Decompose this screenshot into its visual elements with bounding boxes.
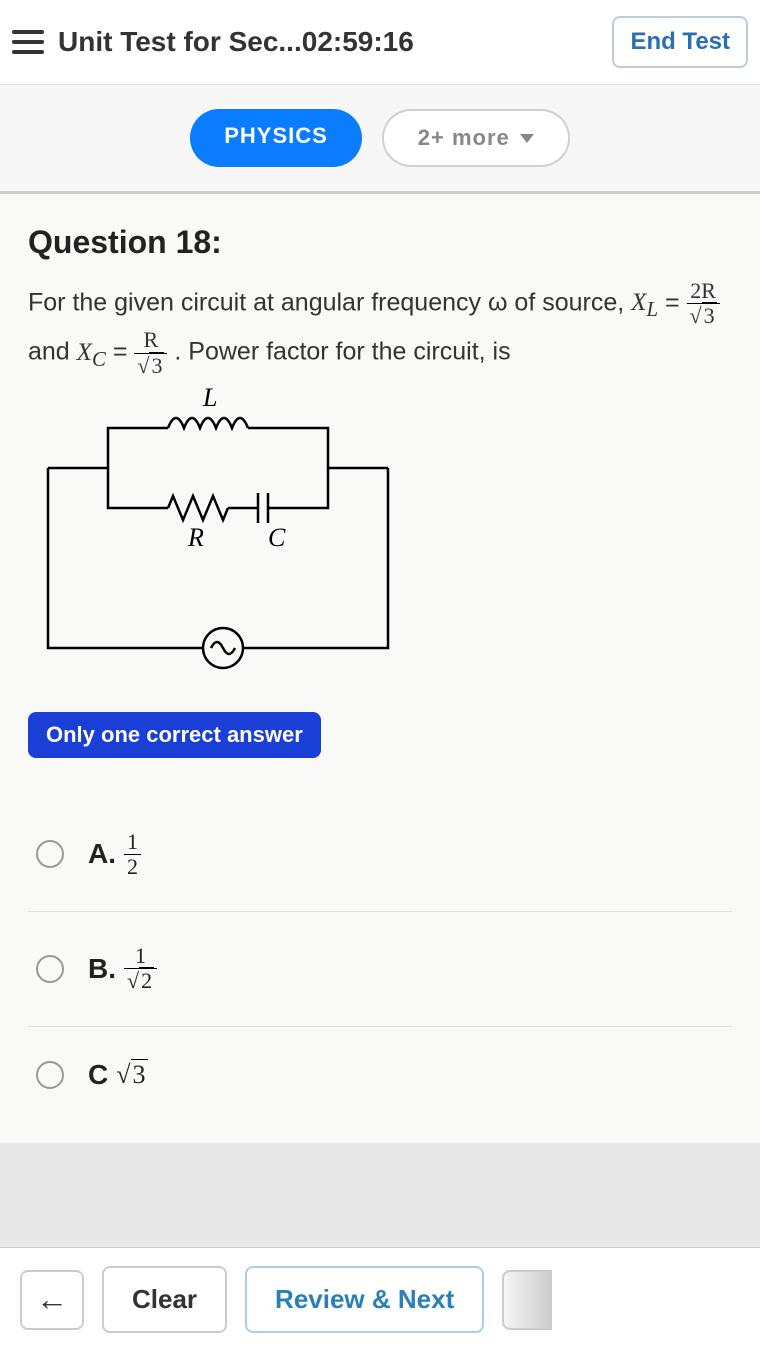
next-button-partial[interactable] xyxy=(502,1270,552,1330)
tab-physics[interactable]: PHYSICS xyxy=(190,109,362,167)
option-b[interactable]: B. 1 2 xyxy=(28,911,732,1025)
review-next-button[interactable]: Review & Next xyxy=(245,1266,484,1333)
header-title: Unit Test for Sec...02:59:16 xyxy=(58,26,612,58)
radio-a[interactable] xyxy=(36,840,64,868)
label-R: R xyxy=(187,523,204,552)
tab-more[interactable]: 2+ more xyxy=(382,109,570,167)
arrow-left-icon: ← xyxy=(36,1281,68,1318)
answer-type-badge-row: Only one correct answer xyxy=(28,712,732,758)
hamburger-icon[interactable] xyxy=(12,30,44,54)
radio-b[interactable] xyxy=(36,955,64,983)
option-a-letter: A. xyxy=(88,838,116,870)
option-b-letter: B. xyxy=(88,953,116,985)
label-L: L xyxy=(202,388,217,412)
tab-more-label: 2+ more xyxy=(418,125,510,151)
option-a[interactable]: A. 1 2 xyxy=(28,798,732,911)
end-test-button[interactable]: End Test xyxy=(612,16,748,68)
label-C: C xyxy=(268,523,286,552)
answer-type-badge: Only one correct answer xyxy=(28,712,321,758)
radio-c[interactable] xyxy=(36,1061,64,1089)
chevron-down-icon xyxy=(520,134,534,143)
app-header: Unit Test for Sec...02:59:16 End Test xyxy=(0,0,760,85)
question-content: Question 18: For the given circuit at an… xyxy=(0,194,760,1143)
circuit-diagram: L R C xyxy=(28,388,408,688)
option-c-letter: C xyxy=(88,1059,108,1091)
question-text: For the given circuit at angular frequen… xyxy=(28,279,732,378)
options-list: A. 1 2 B. 1 2 C 3 xyxy=(28,798,732,1143)
question-heading: Question 18: xyxy=(28,224,732,261)
clear-button[interactable]: Clear xyxy=(102,1266,227,1333)
subject-tabs: PHYSICS 2+ more xyxy=(0,85,760,194)
footer-bar: ← Clear Review & Next xyxy=(0,1247,760,1351)
option-c[interactable]: C 3 xyxy=(28,1026,732,1123)
back-button[interactable]: ← xyxy=(20,1270,84,1330)
